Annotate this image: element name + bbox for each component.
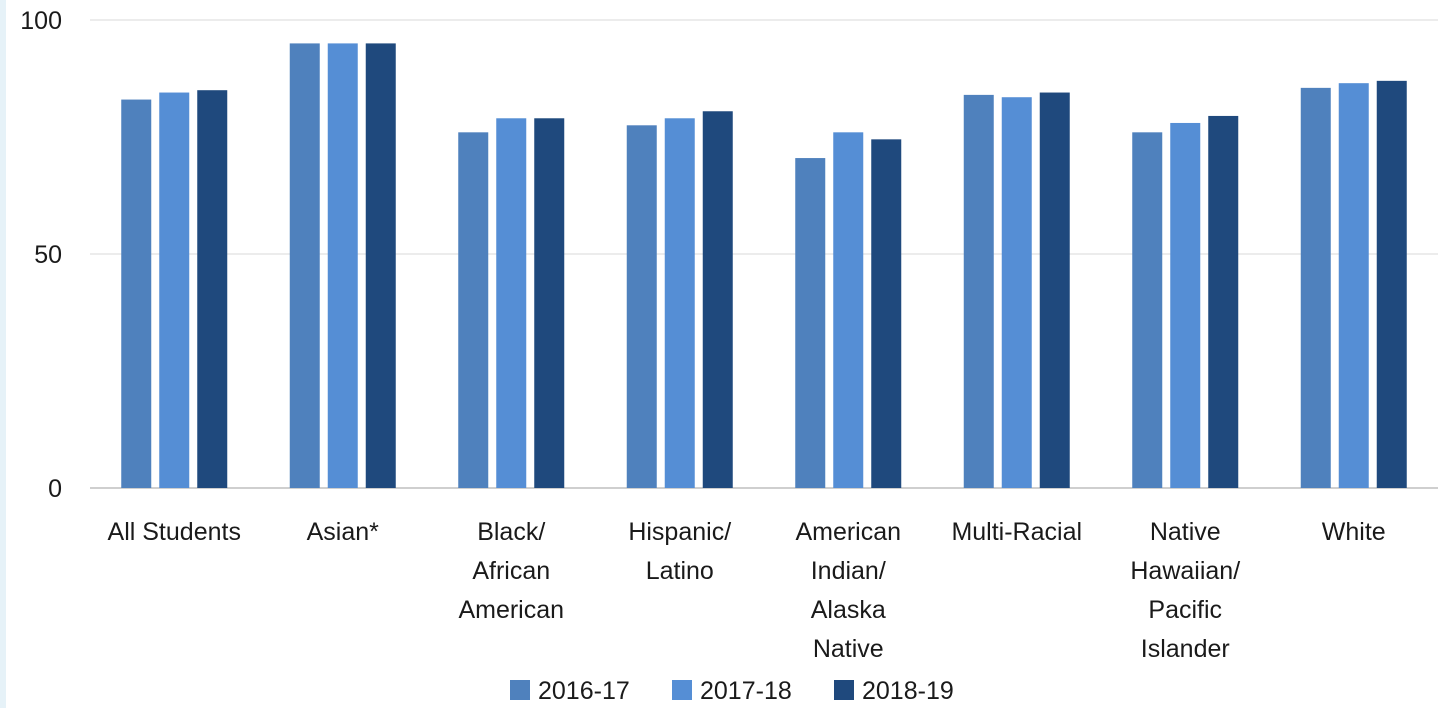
category-label: American Indian/Alaska Native — [795, 518, 901, 663]
bar-2016-17-1 — [289, 43, 320, 489]
left-edge-strip — [0, 0, 6, 708]
y-tick-label: 50 — [34, 241, 62, 269]
bar-2018-19-1 — [365, 43, 396, 489]
bar-2018-19-0 — [197, 90, 228, 488]
bar-2016-17-6 — [1132, 132, 1163, 488]
category-label: All Students — [108, 518, 241, 546]
bar-2017-18-3 — [664, 118, 695, 488]
legend-label-2018-19: 2018-19 — [862, 677, 954, 705]
category-label: Multi-Racial — [951, 518, 1082, 546]
bar-2018-19-6 — [1208, 115, 1239, 488]
bar-2017-18-6 — [1170, 122, 1201, 489]
bar-2016-17-7 — [1300, 87, 1331, 489]
bar-2018-19-3 — [702, 111, 733, 488]
bar-2017-18-4 — [833, 132, 864, 488]
legend-swatch-2018-19 — [834, 680, 854, 700]
legend-label-2017-18: 2017-18 — [700, 677, 792, 705]
category-label: Asian* — [307, 518, 380, 546]
bar-2017-18-1 — [327, 43, 358, 489]
legend-swatch-2016-17 — [510, 680, 530, 700]
bar-2017-18-0 — [159, 92, 190, 488]
category-label: Native Hawaiian/Pacific Islander — [1130, 518, 1240, 663]
bar-2016-17-3 — [626, 125, 657, 489]
bar-2016-17-4 — [795, 158, 826, 488]
bar-2018-19-2 — [534, 118, 565, 488]
bar-2017-18-5 — [1001, 97, 1032, 488]
bar-2017-18-7 — [1338, 83, 1369, 489]
y-tick-label: 0 — [48, 475, 62, 503]
y-tick-label: 100 — [20, 7, 62, 35]
bar-2018-19-5 — [1039, 92, 1070, 488]
bar-2016-17-2 — [458, 132, 489, 488]
category-label: Black/African American — [458, 518, 564, 624]
category-label: White — [1322, 518, 1386, 546]
bar-2017-18-2 — [496, 118, 527, 488]
legend-label-2016-17: 2016-17 — [538, 677, 630, 705]
bar-2018-19-7 — [1376, 80, 1407, 488]
category-label: Hispanic/Latino — [628, 518, 731, 585]
bar-2016-17-0 — [121, 99, 152, 488]
legend-swatch-2017-18 — [672, 680, 692, 700]
bar-2018-19-4 — [871, 139, 902, 488]
bar-2016-17-5 — [963, 94, 994, 488]
